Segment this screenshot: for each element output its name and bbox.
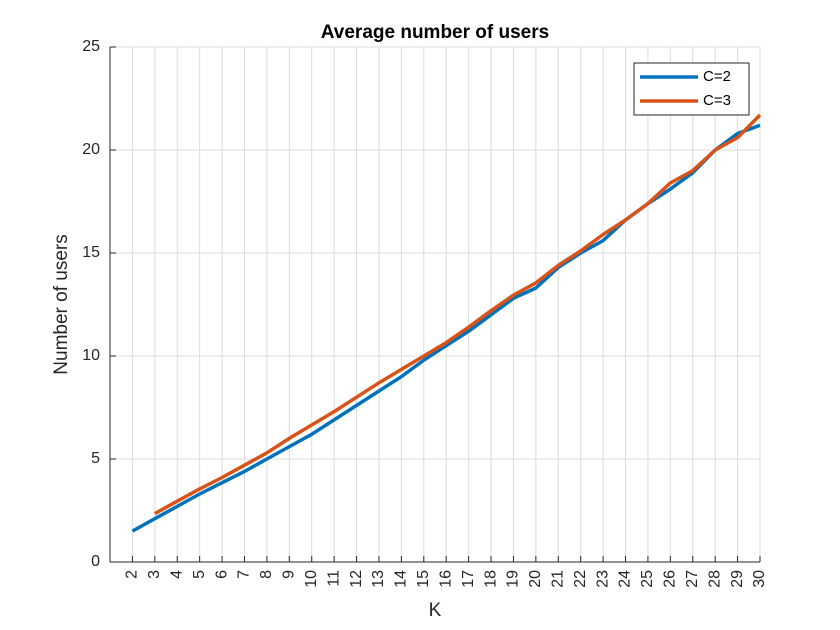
x-tick-label: 26 [662, 570, 679, 588]
x-tick-label: 30 [751, 570, 768, 588]
y-tick-label: 0 [91, 553, 100, 570]
y-tick-label: 10 [82, 347, 100, 364]
x-tick-label: 25 [639, 570, 656, 588]
x-tick-label: 27 [684, 570, 701, 588]
y-tick-label: 20 [82, 141, 100, 158]
x-tick-label: 20 [527, 570, 544, 588]
x-tick-label: 19 [505, 570, 522, 588]
x-tick-label: 4 [168, 570, 185, 579]
legend-label-2: C=3 [703, 92, 731, 109]
series-line-2 [153, 113, 762, 516]
legend-box [633, 62, 750, 116]
x-tick-label: 21 [549, 570, 566, 588]
x-tick-label: 3 [146, 570, 163, 579]
legend: C=2C=3 [633, 62, 750, 116]
x-tick-label: 16 [437, 570, 454, 588]
y-tick-label: 15 [82, 244, 100, 261]
x-tick-label: 10 [303, 570, 320, 588]
x-tick-label: 12 [348, 570, 365, 588]
x-tick-label: 11 [325, 570, 342, 587]
x-tick-label: 15 [415, 570, 432, 588]
y-tick-labels: 0 5 10 15 20 25 [82, 38, 100, 570]
x-tick-label: 6 [213, 570, 230, 579]
plot-area [110, 47, 760, 562]
y-tick-label: 25 [82, 38, 100, 55]
x-axis-label: K [429, 600, 442, 621]
x-tick-label: 13 [370, 570, 387, 588]
x-tick-label: 23 [594, 570, 611, 588]
y-axis-label: Number of users [51, 234, 72, 374]
x-tick-label: 7 [236, 570, 253, 579]
x-tick-label: 8 [258, 570, 275, 579]
x-tick-label: 28 [706, 570, 723, 588]
x-tick-label: 5 [191, 570, 208, 579]
x-tick-label: 18 [482, 570, 499, 588]
x-tick-label: 22 [572, 570, 589, 588]
x-tick-label: 24 [617, 570, 634, 588]
y-tick-label: 5 [91, 450, 100, 467]
series-lines [131, 113, 762, 533]
axes [109, 46, 761, 563]
x-tick-labels: 2 3 4 5 6 7 8 9 10 11 12 13 14 15 16 17 18 19 20 21 22 23 24 25… [124, 570, 769, 588]
x-tick-label: 29 [729, 570, 746, 588]
x-tick-label: 2 [124, 570, 141, 579]
chart-title: Average number of users [321, 22, 549, 43]
legend-label-1: C=2 [703, 68, 731, 85]
x-tick-label: 14 [393, 570, 410, 588]
x-tick-label: 9 [281, 570, 298, 579]
x-tick-label: 17 [460, 570, 477, 588]
grid [110, 46, 761, 563]
